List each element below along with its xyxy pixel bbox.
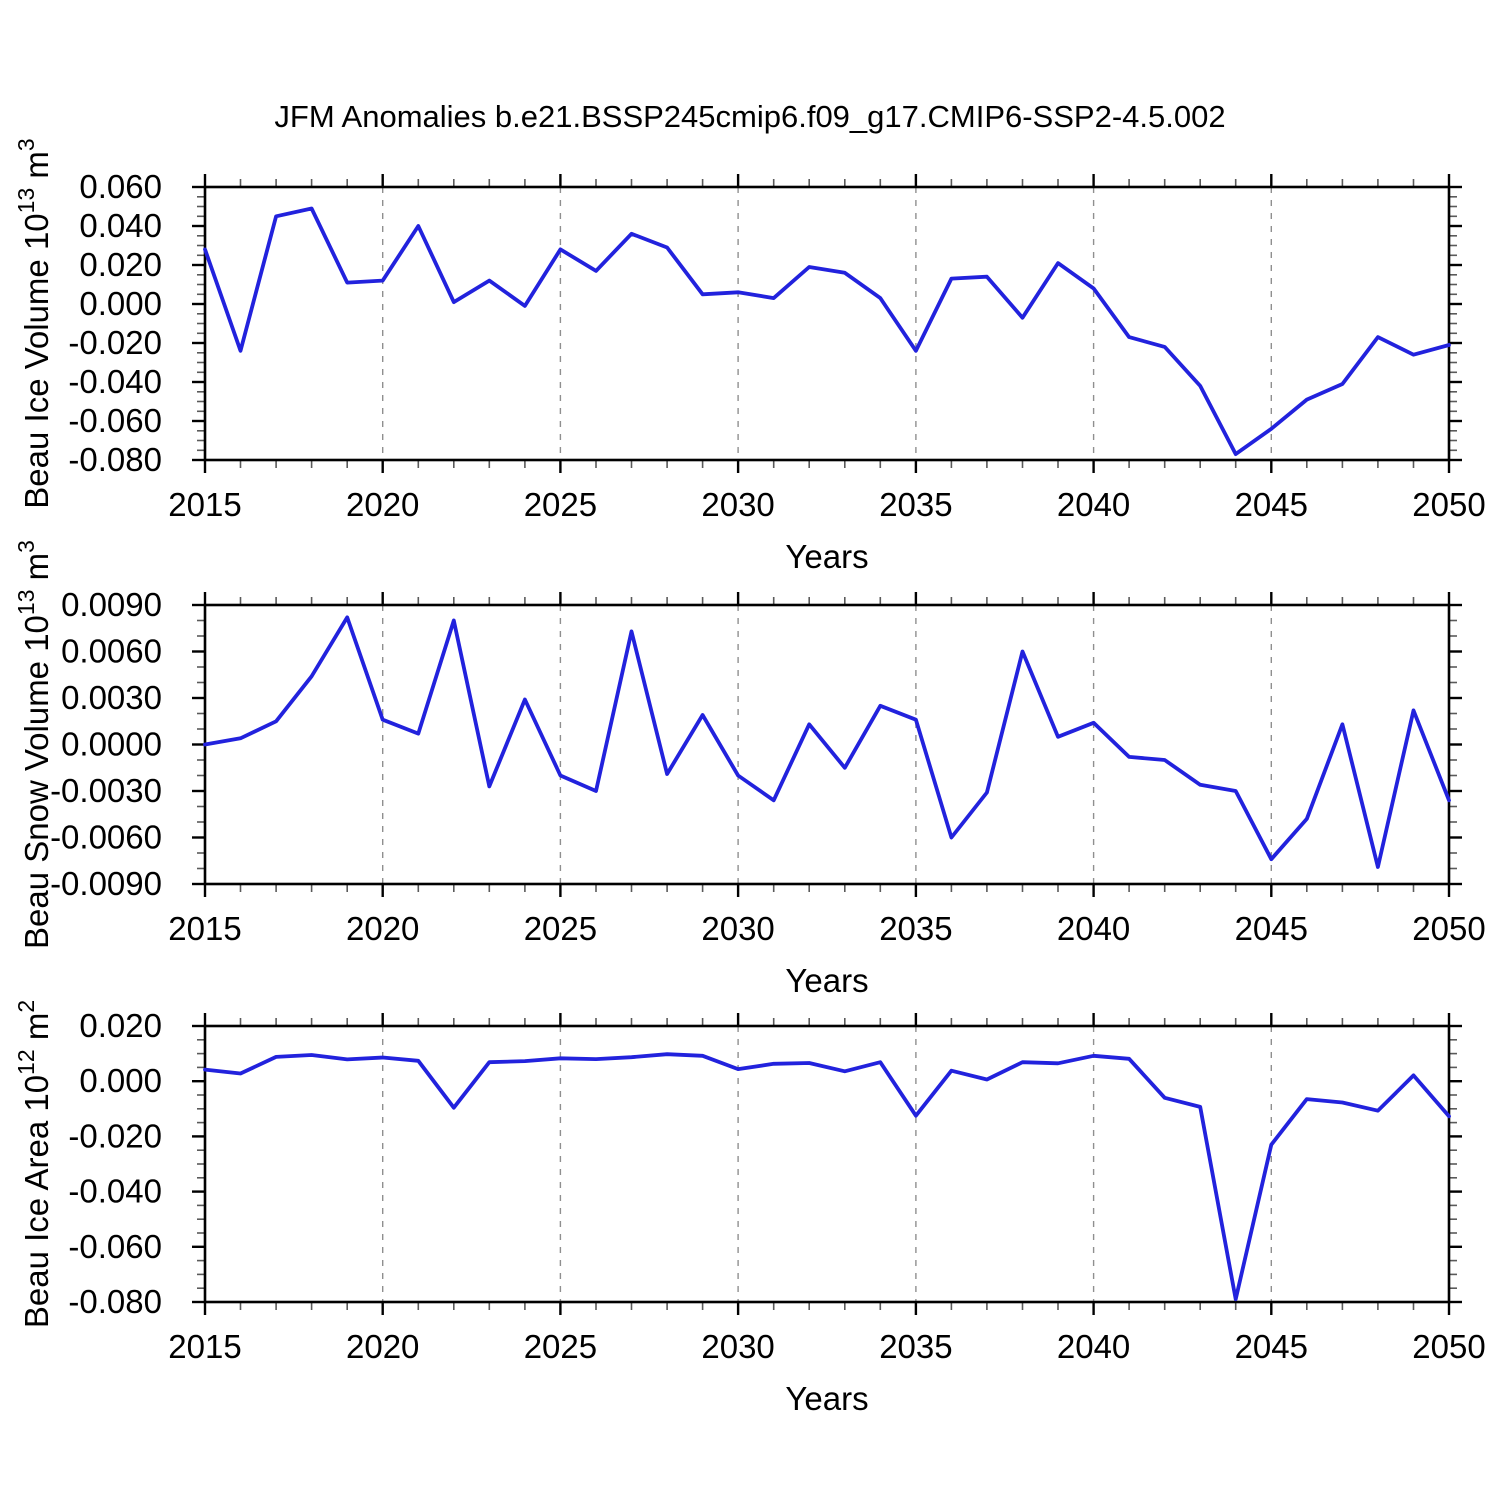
x-tick-label: 2025 (524, 486, 597, 523)
x-tick-label: 2035 (879, 1328, 952, 1365)
y-tick-label: 0.020 (79, 246, 162, 283)
x-axis-title: Years (785, 962, 868, 999)
y-tick-label: 0.000 (79, 1062, 162, 1099)
x-tick-label: 2020 (346, 910, 419, 947)
x-tick-label: 2015 (168, 910, 241, 947)
x-tick-label: 2020 (346, 486, 419, 523)
y-tick-label: 0.060 (79, 168, 162, 205)
x-tick-label: 2045 (1235, 910, 1308, 947)
plot-border (203, 1024, 1451, 1304)
y-tick-label: 0.0000 (61, 726, 162, 763)
x-tick-label: 2040 (1057, 486, 1130, 523)
x-tick-label: 2030 (701, 910, 774, 947)
y-tick-label: -0.060 (68, 1228, 162, 1265)
y-tick-label: 0.0030 (61, 679, 162, 716)
x-axis-title: Years (785, 1380, 868, 1417)
x-tick-label: 2035 (879, 486, 952, 523)
x-tick-label: 2020 (346, 1328, 419, 1365)
y-tick-label: -0.020 (68, 1117, 162, 1154)
y-tick-label: 0.040 (79, 207, 162, 244)
x-tick-label: 2025 (524, 1328, 597, 1365)
x-tick-label: 2050 (1412, 910, 1485, 947)
x-tick-label: 2050 (1412, 1328, 1485, 1365)
y-tick-label: 0.000 (79, 285, 162, 322)
y-tick-label: -0.0030 (50, 772, 162, 809)
y-tick-label: 0.0060 (61, 633, 162, 670)
data-line-beau-ice-area (203, 1052, 1451, 1302)
x-tick-label: 2040 (1057, 1328, 1130, 1365)
x-tick-label: 2050 (1412, 486, 1485, 523)
y-tick-label: -0.040 (68, 363, 162, 400)
y-tick-label: -0.0090 (50, 865, 162, 902)
x-tick-label: 2045 (1235, 486, 1308, 523)
x-tick-label: 2040 (1057, 910, 1130, 947)
y-axis-title: Beau Ice Volume 1013 m3 (13, 138, 55, 508)
x-tick-label: 2025 (524, 910, 597, 947)
panel-beau-ice-volume: 0.0600.0400.0200.000-0.020-0.040-0.060-0… (13, 138, 1486, 575)
plot-border (203, 185, 1451, 462)
y-tick-label: -0.040 (68, 1173, 162, 1210)
data-line-beau-snow-volume (203, 615, 1451, 869)
x-tick-label: 2035 (879, 910, 952, 947)
panel-beau-snow-volume: 0.0090 0.0060 0.0030 0.0000 -0.0030 -0.0060 -0… (13, 540, 1486, 999)
x-tick-label: 2045 (1235, 1328, 1308, 1365)
figure-title: JFM Anomalies b.e21.BSSP245cmip6.f09_g17… (274, 99, 1225, 134)
y-tick-label: -0.080 (68, 441, 162, 478)
y-axis-title: Beau Ice Area 1012 m2 (13, 1000, 55, 1328)
y-tick-label: -0.020 (68, 324, 162, 361)
x-tick-label: 2015 (168, 486, 241, 523)
x-tick-label: 2015 (168, 1328, 241, 1365)
y-tick-label: -0.080 (68, 1283, 162, 1320)
x-axis-title: Years (785, 538, 868, 575)
y-tick-label: 0.0090 (61, 586, 162, 623)
data-line-beau-ice-volume (203, 206, 1451, 457)
y-tick-label: -0.060 (68, 402, 162, 439)
x-tick-label: 2030 (701, 1328, 774, 1365)
y-tick-label: -0.0060 (50, 819, 162, 856)
y-tick-label: 0.020 (79, 1007, 162, 1044)
y-axis-title: Beau Snow Volume 1013 m3 (13, 540, 55, 949)
x-tick-label: 2030 (701, 486, 774, 523)
panels-group: 0.0600.0400.0200.000-0.020-0.040-0.060-0… (13, 138, 1486, 1417)
